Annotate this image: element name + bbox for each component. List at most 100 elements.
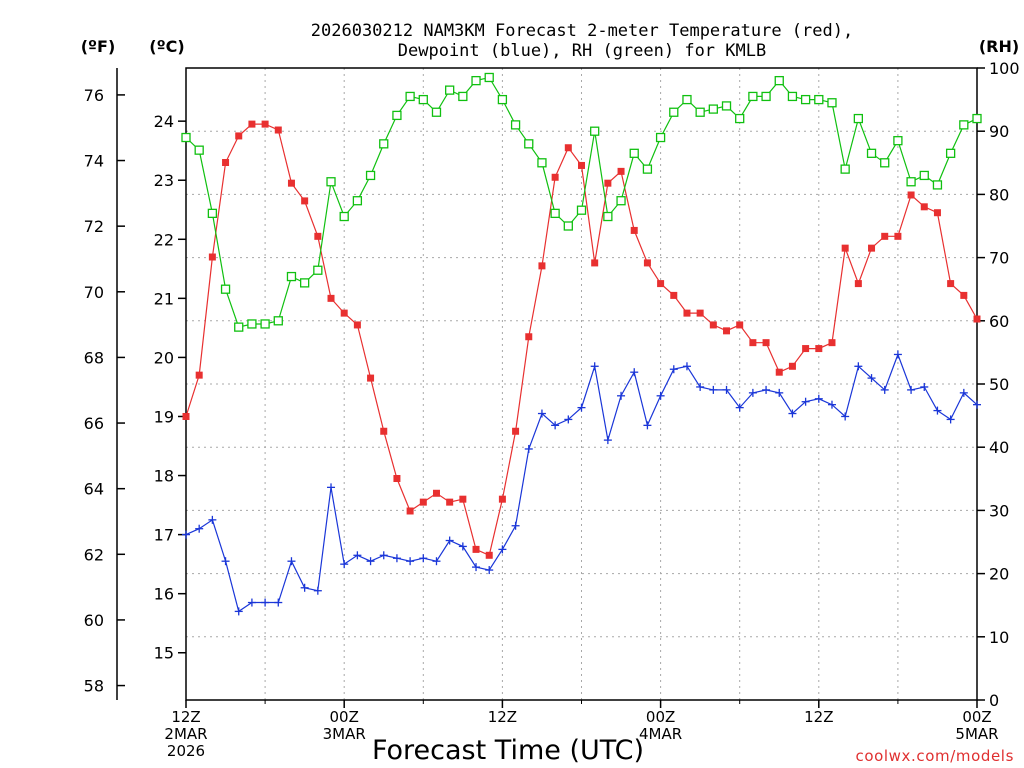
celsius-tick-label: 19 (154, 407, 174, 426)
rh-axis-unit: (RH) (979, 37, 1019, 56)
dewpoint-point (234, 607, 243, 616)
rh-point (326, 177, 336, 187)
temperature-point (512, 427, 520, 435)
dewpoint-point (274, 598, 283, 607)
dewpoint-point (880, 385, 889, 394)
dewpoint-point (854, 362, 863, 371)
x-tick-label: 12Z (804, 708, 833, 726)
temperature-point (920, 203, 928, 211)
fahrenheit-tick-label: 68 (84, 348, 104, 367)
x-tick-label: 2026 (167, 742, 205, 760)
rh-tick-label: 50 (989, 375, 1009, 394)
temperature-point (327, 294, 335, 302)
dewpoint-point (221, 557, 230, 566)
dewpoint-point (669, 365, 678, 374)
rh-point (906, 177, 916, 187)
dewpoint-point (973, 400, 981, 409)
rh-point (774, 75, 784, 86)
temperature-point (630, 226, 638, 234)
temperature-point (815, 345, 823, 353)
dewpoint-point (340, 560, 349, 569)
temperature-point (261, 120, 269, 128)
dewpoint-point (762, 385, 771, 394)
rh-point (721, 101, 732, 111)
dewpoint-point (590, 362, 599, 371)
rh-point (893, 136, 903, 146)
dewpoint-point (801, 397, 810, 406)
dewpoint-point (814, 394, 823, 403)
temperature-point (432, 489, 440, 497)
dewpoint-point (366, 557, 375, 566)
temperature-point (235, 132, 243, 140)
x-tick-label: 12Z (171, 708, 200, 726)
dewpoint-point (933, 406, 942, 415)
temperature-point (222, 159, 230, 167)
temperature-point (551, 173, 559, 181)
celsius-axis-unit: (ºC) (149, 37, 184, 56)
dewpoint-point (498, 545, 507, 554)
dewpoint-point (946, 415, 955, 424)
temperature-point (696, 309, 704, 317)
temperature-point (643, 259, 651, 267)
dewpoint-point (577, 403, 586, 412)
fahrenheit-tick-label: 72 (84, 217, 104, 236)
celsius-tick-label: 15 (154, 644, 174, 663)
dewpoint-point (735, 403, 744, 412)
rh-point (418, 94, 428, 105)
dewpoint-point (537, 409, 546, 418)
rh-point (682, 94, 692, 105)
temperature-point (657, 280, 665, 288)
celsius-tick-label: 23 (154, 171, 174, 190)
dewpoint-point (208, 515, 217, 524)
rh-point (866, 148, 877, 158)
temperature-point (854, 280, 862, 288)
temperature-point (287, 179, 295, 187)
rh-point (524, 139, 534, 149)
rh-point (603, 211, 613, 222)
dewpoint-point (458, 542, 467, 551)
rh-point (313, 265, 323, 275)
temperature-point (736, 321, 744, 329)
fahrenheit-tick-label: 66 (84, 414, 104, 433)
temperature-point (933, 209, 941, 217)
rh-point (352, 196, 363, 206)
dewpoint-point (432, 557, 441, 566)
temperature-point (947, 280, 955, 288)
temperature-point (828, 339, 836, 347)
rh-point (919, 170, 929, 181)
celsius-tick-label: 24 (154, 112, 174, 131)
rh-point (484, 72, 494, 83)
dewpoint-point (392, 554, 401, 563)
temperature-point (459, 495, 467, 503)
rh-point (972, 113, 982, 124)
temperature-point (248, 120, 256, 128)
celsius-tick-label: 18 (154, 467, 174, 486)
temperature-point (788, 362, 796, 370)
temperature-point (301, 197, 309, 205)
rh-point (286, 271, 297, 282)
dewpoint-point (959, 388, 968, 397)
temperature-point (406, 507, 414, 515)
dewpoint-point (841, 412, 850, 421)
dewpoint-point (564, 415, 573, 424)
temperature-point (393, 475, 401, 483)
rh-point (669, 107, 679, 117)
rh-point (392, 110, 402, 121)
rh-tick-label: 70 (989, 249, 1009, 268)
temperature-point (578, 161, 585, 169)
rh-point (827, 98, 837, 108)
temperature-point (670, 291, 678, 299)
dewpoint-point (893, 350, 902, 359)
rh-point (379, 139, 389, 149)
dewpoint-point (788, 409, 797, 418)
temperature-point (775, 368, 783, 376)
rh-point (708, 104, 718, 114)
celsius-tick-label: 20 (154, 348, 174, 367)
temperature-point (419, 498, 427, 506)
fahrenheit-axis-unit: (ºF) (81, 37, 116, 56)
rh-point (550, 208, 560, 219)
dewpoint-point (300, 583, 309, 592)
temperature-point (802, 345, 810, 353)
dewpoint-point (603, 436, 612, 445)
x-tick-label: 2MAR (164, 725, 207, 743)
